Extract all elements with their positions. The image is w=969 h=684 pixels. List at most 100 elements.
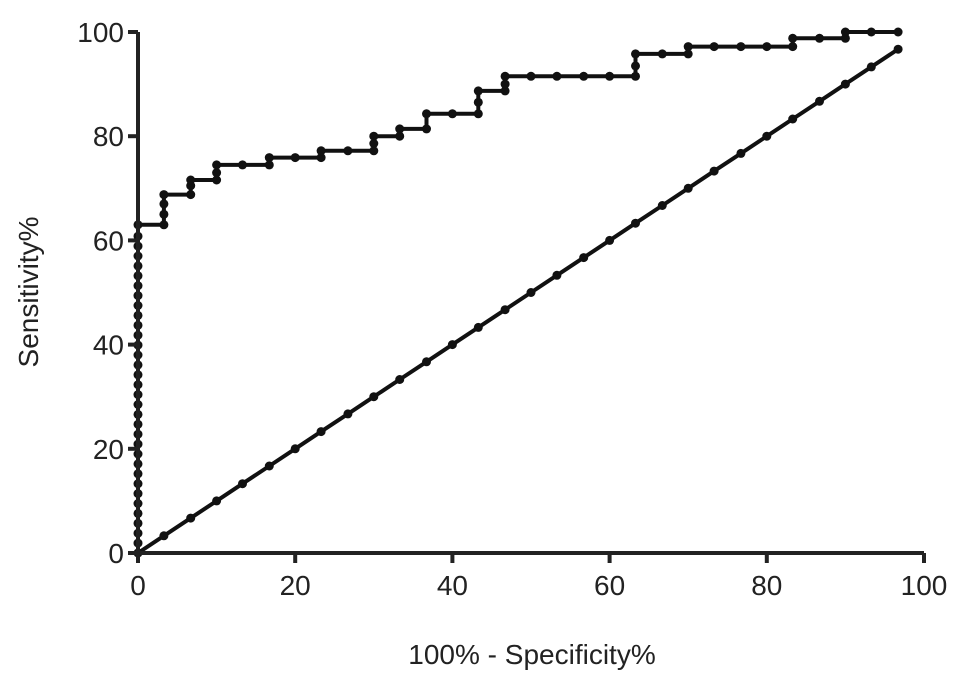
data-point <box>422 109 431 119</box>
roc-curve-line <box>136 30 899 553</box>
data-point <box>762 131 772 141</box>
data-point <box>631 61 640 71</box>
data-point <box>709 166 719 176</box>
data-point <box>159 199 169 209</box>
data-point <box>736 42 746 52</box>
data-point <box>840 27 850 37</box>
data-point <box>500 71 510 81</box>
data-point <box>762 42 772 52</box>
y-tick-label: 20 <box>93 434 124 465</box>
data-point <box>500 305 510 315</box>
reference-line-series <box>133 44 903 558</box>
y-axis-label: Sensitivity% <box>13 217 44 368</box>
data-point <box>579 71 589 81</box>
data-point <box>159 220 169 230</box>
data-point <box>893 44 903 54</box>
data-point <box>815 33 824 43</box>
data-point <box>395 375 405 384</box>
x-tick-label: 80 <box>751 570 782 601</box>
data-point <box>316 427 326 437</box>
data-point <box>186 190 196 200</box>
data-point <box>788 114 798 124</box>
data-point <box>631 49 640 59</box>
data-point <box>526 288 536 297</box>
y-tick-label: 80 <box>93 121 124 152</box>
data-point <box>290 444 300 454</box>
data-point <box>343 146 353 156</box>
data-point <box>264 461 274 471</box>
x-axis-label: 100% - Specificity% <box>408 639 655 670</box>
x-tick-label: 40 <box>437 570 468 601</box>
data-point <box>395 131 405 141</box>
data-point <box>290 153 300 163</box>
data-point <box>212 496 222 506</box>
data-point <box>316 153 326 163</box>
data-point <box>866 27 876 37</box>
data-point <box>159 190 169 200</box>
data-point <box>657 201 667 210</box>
data-point <box>631 71 640 81</box>
data-point <box>552 71 562 81</box>
data-point <box>186 513 196 523</box>
data-point <box>605 71 615 81</box>
data-point <box>605 235 615 245</box>
y-tick-label: 100 <box>77 17 124 48</box>
data-point <box>683 49 693 59</box>
data-point <box>866 62 876 72</box>
data-point <box>473 109 483 119</box>
data-point <box>447 109 457 119</box>
data-point <box>840 33 850 43</box>
data-point <box>788 33 798 43</box>
data-point <box>369 146 379 156</box>
data-point <box>212 175 222 185</box>
y-tick-label: 60 <box>93 225 124 256</box>
data-point <box>343 409 353 419</box>
data-point <box>473 97 483 107</box>
data-point <box>369 392 379 402</box>
data-point <box>264 153 274 163</box>
data-point <box>500 79 510 89</box>
data-point <box>815 96 824 106</box>
data-point <box>788 42 798 52</box>
data-point <box>238 479 247 489</box>
data-point <box>473 86 483 96</box>
x-tick-label: 20 <box>280 570 311 601</box>
data-point <box>500 86 510 96</box>
data-point <box>316 146 326 156</box>
data-point <box>186 175 196 185</box>
data-point <box>369 131 379 141</box>
data-point <box>683 42 693 52</box>
data-point <box>840 79 850 89</box>
data-point <box>422 357 431 367</box>
data-point <box>473 322 483 332</box>
data-point <box>238 160 247 170</box>
data-point <box>369 139 379 148</box>
data-point <box>212 168 222 178</box>
data-point <box>422 124 431 134</box>
reference-line <box>136 47 900 555</box>
data-point <box>212 160 222 170</box>
y-tick-label: 40 <box>93 330 124 361</box>
y-tick-label: 0 <box>108 538 124 569</box>
data-point <box>447 340 457 350</box>
x-tick-label: 60 <box>594 570 625 601</box>
series-layer <box>133 27 903 558</box>
data-point <box>159 531 169 541</box>
data-point <box>526 71 536 81</box>
data-point <box>657 49 667 59</box>
data-point <box>552 270 562 280</box>
data-point <box>893 27 903 37</box>
data-point <box>683 183 693 193</box>
x-axis-ticks: 0 20 40 60 80 100 <box>130 553 947 601</box>
data-point <box>159 209 169 219</box>
x-tick-label: 0 <box>130 570 146 601</box>
y-axis-ticks: 0 20 40 60 80 100 <box>77 17 138 569</box>
data-point <box>631 218 640 228</box>
x-tick-label: 100 <box>901 570 948 601</box>
data-point <box>579 253 589 263</box>
data-point <box>264 160 274 170</box>
data-point <box>736 148 746 158</box>
data-point <box>709 42 719 52</box>
plot-area: 0 20 40 60 80 100 0 20 40 60 80 100 <box>77 17 947 601</box>
